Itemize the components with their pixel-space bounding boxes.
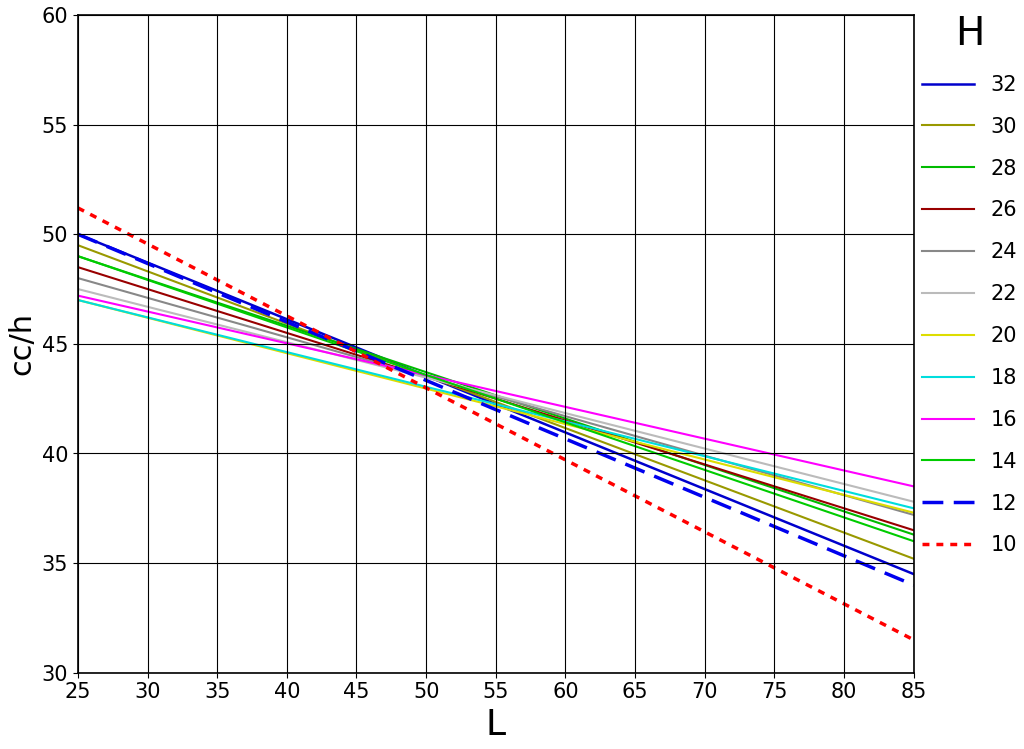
- Legend: 32, 30, 28, 26, 24, 22, 20, 18, 16, 14, 12, 10: 32, 30, 28, 26, 24, 22, 20, 18, 16, 14, …: [922, 15, 1018, 556]
- X-axis label: L: L: [485, 708, 506, 742]
- Y-axis label: cc/h: cc/h: [7, 312, 36, 375]
